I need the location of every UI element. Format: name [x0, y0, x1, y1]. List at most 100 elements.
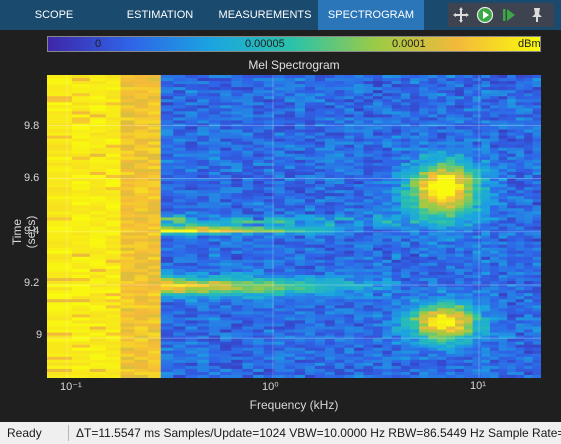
spectrogram-cell — [294, 302, 306, 306]
step-forward-icon[interactable] — [500, 6, 518, 24]
spectrogram-cell — [185, 368, 198, 373]
spectrogram-cell — [314, 362, 326, 367]
spectrogram-cell — [354, 223, 365, 228]
pan-zoom-icon[interactable] — [452, 6, 470, 24]
spectrogram-cell — [463, 156, 474, 161]
spectrogram-cell — [455, 281, 465, 285]
spectrogram-cell — [354, 208, 365, 212]
spectrogram-cell — [400, 165, 411, 170]
spectrogram-cell — [400, 90, 411, 94]
spectrogram-cell — [134, 278, 149, 282]
spectrogram-cell — [71, 211, 91, 215]
spectrogram-cell — [481, 171, 491, 176]
spectrogram-cell — [274, 262, 286, 267]
spectrogram-cell — [400, 250, 411, 255]
spectrogram-cell — [173, 268, 186, 273]
spectrogram-cell — [284, 244, 296, 249]
spectrogram-cell — [354, 153, 365, 158]
spectrogram-cell — [304, 250, 316, 255]
spectrogram-cell — [47, 320, 73, 325]
pin-icon[interactable] — [528, 6, 546, 24]
spectrogram-cell — [532, 244, 541, 249]
spectrogram-cell — [71, 150, 91, 155]
spectrogram-cell — [160, 84, 174, 88]
spectrogram-cell — [472, 159, 482, 164]
spectrogram-cell — [419, 120, 429, 125]
spectrogram-cell — [507, 105, 517, 109]
spectrogram-cell — [507, 129, 517, 134]
spectrogram-cell — [410, 156, 420, 161]
spectrogram-cell — [231, 362, 243, 367]
spectrogram-cell — [455, 108, 465, 112]
spectrogram-cell — [263, 111, 275, 115]
spectrogram-cell — [507, 374, 517, 378]
spectrogram-cell — [410, 241, 420, 246]
spectrogram-cell — [363, 159, 374, 164]
spectrogram-cell — [446, 138, 456, 143]
spectrogram-cell — [437, 208, 447, 212]
spectrogram-cell — [197, 153, 210, 158]
spectrogram-cell — [419, 174, 429, 179]
spectrogram-cell — [89, 374, 107, 378]
spectrogram-cell — [334, 111, 345, 115]
spectrogram-cell — [208, 353, 221, 358]
spectrogram-cell — [400, 323, 411, 328]
tab-estimation[interactable]: ESTIMATION — [126, 9, 194, 21]
spectrogram-cell — [105, 214, 122, 219]
spectrogram-cell — [147, 311, 162, 315]
spectrogram-cell — [47, 302, 73, 306]
spectrogram-cell — [160, 223, 174, 228]
spectrogram-cell — [354, 129, 365, 134]
spectrogram-cell — [334, 356, 345, 361]
spectrogram-cell — [498, 362, 508, 367]
spectrogram-cell — [197, 99, 210, 103]
spectrogram-cell — [253, 293, 265, 297]
spectrogram-cell — [294, 223, 306, 228]
spectrogram-cell — [120, 305, 136, 309]
spectrogram-cell — [363, 368, 374, 373]
spectrogram-cell — [89, 96, 107, 100]
spectrogram-cell — [185, 238, 198, 243]
run-icon[interactable] — [476, 6, 494, 24]
spectrogram-axes[interactable] — [47, 75, 541, 378]
spectrogram-cell — [173, 84, 186, 88]
spectrogram-cell — [410, 353, 420, 358]
spectrogram-cell — [208, 365, 221, 370]
spectrogram-cell — [173, 162, 186, 167]
spectrogram-cell — [481, 226, 491, 231]
spectrogram-cell — [147, 262, 162, 267]
spectrogram-cell — [314, 99, 326, 103]
spectrogram-cell — [363, 259, 374, 264]
spectrogram-cell — [105, 253, 122, 258]
spectrogram-cell — [304, 284, 316, 288]
spectrogram-cell — [284, 350, 296, 355]
tab-spectrogram[interactable]: SPECTROGRAM — [318, 0, 424, 30]
spectrogram-cell — [134, 281, 149, 285]
spectrogram-cell — [242, 102, 254, 106]
spectrogram-cell — [220, 217, 232, 222]
spectrogram-cell — [419, 344, 429, 349]
spectrogram-cell — [147, 114, 162, 119]
spectrogram-cell — [419, 105, 429, 109]
spectrogram-cell — [391, 90, 402, 94]
tab-scope[interactable]: SCOPE — [34, 9, 74, 21]
spectrogram-cell — [382, 329, 393, 334]
spectrogram-cell — [197, 199, 210, 203]
spectrogram-cell — [304, 193, 316, 197]
spectrogram-cell — [507, 329, 517, 334]
spectrogram-cell — [314, 365, 326, 370]
tab-measurements[interactable]: MEASUREMENTS — [218, 9, 312, 21]
spectrogram-cell — [120, 368, 136, 373]
spectrogram-cell — [173, 296, 186, 300]
spectrogram-cell — [446, 90, 456, 94]
spectrogram-cell — [314, 75, 326, 79]
spectrogram-cell — [481, 187, 491, 191]
spectrogram-cell — [446, 302, 456, 306]
spectrogram-cell — [185, 96, 198, 100]
spectrogram-cell — [437, 244, 447, 249]
spectrogram-cell — [284, 278, 296, 282]
spectrogram-cell — [354, 108, 365, 112]
spectrogram-cell — [89, 253, 107, 258]
spectrogram-cell — [105, 102, 122, 106]
spectrogram-cell — [105, 138, 122, 143]
